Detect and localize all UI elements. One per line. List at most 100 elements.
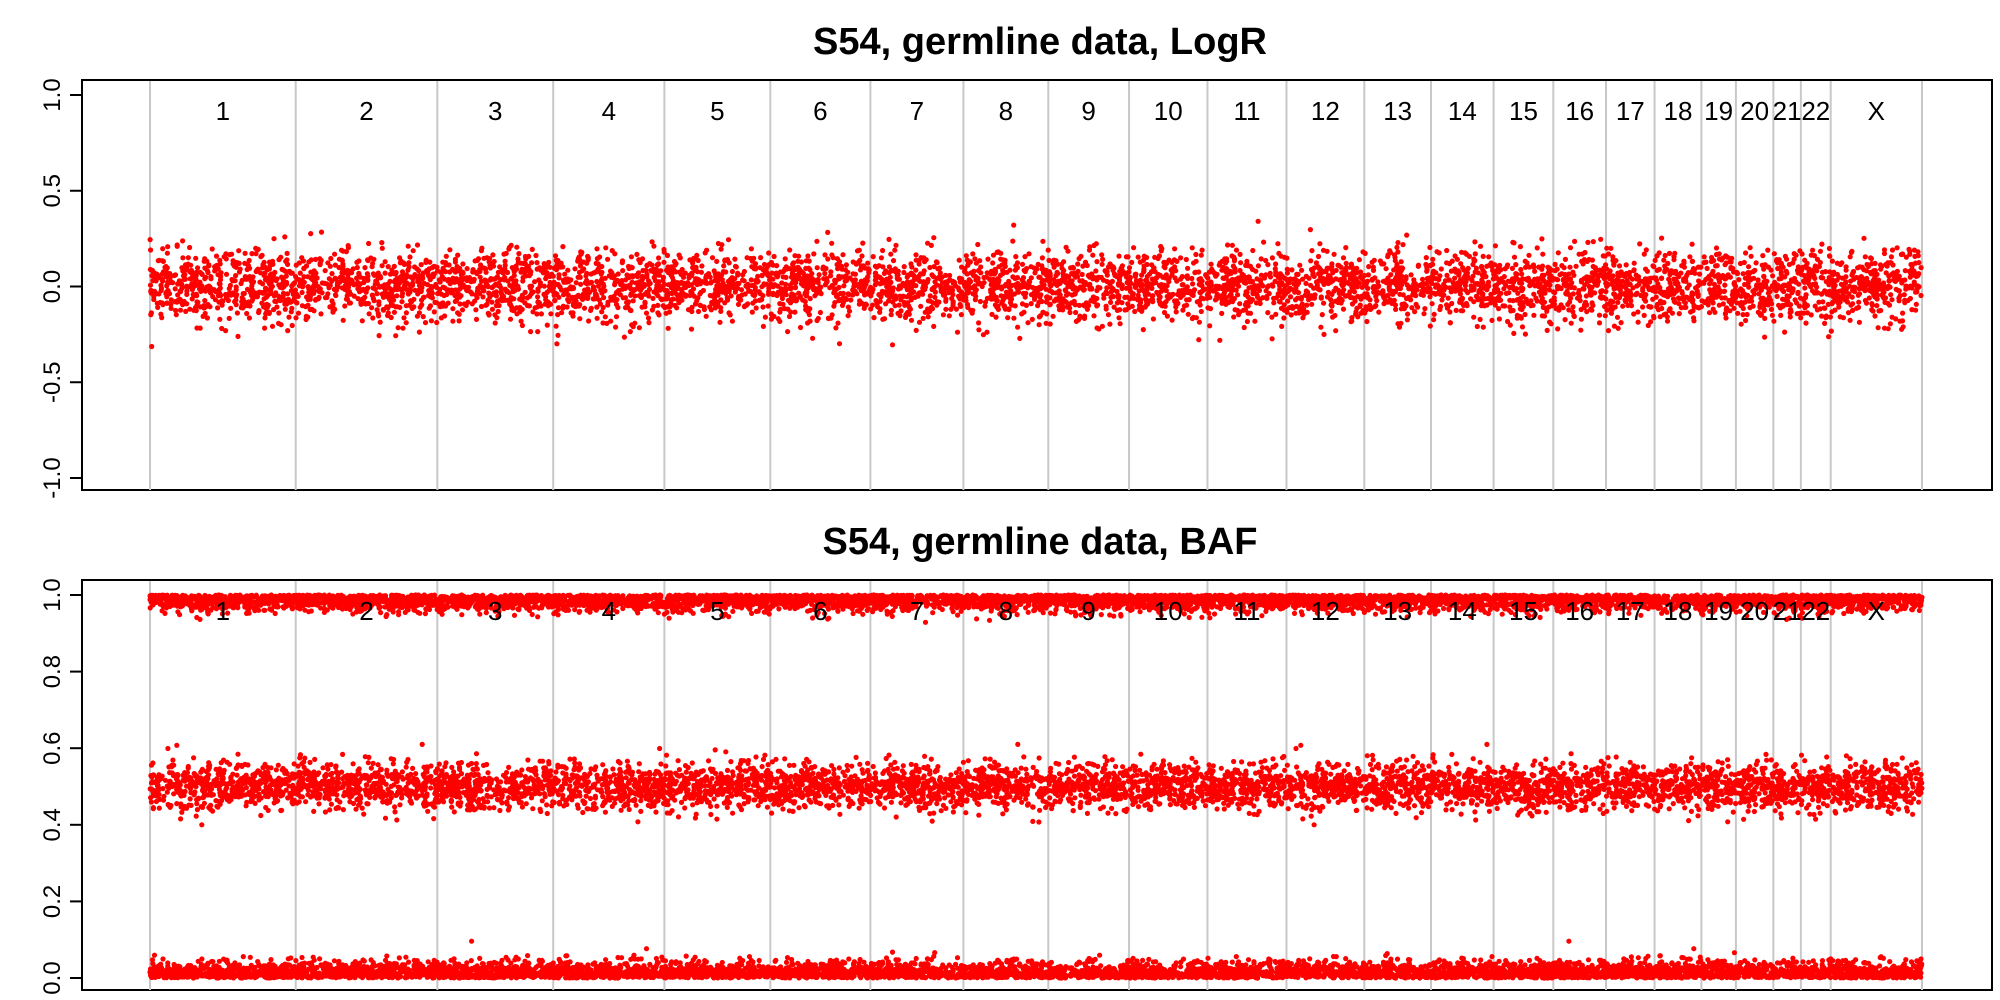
- logr-data-point: [405, 281, 411, 287]
- logr-data-point: [1179, 288, 1185, 294]
- logr-data-point: [1640, 304, 1646, 310]
- logr-data-point: [1336, 277, 1342, 283]
- logr-data-point: [322, 268, 328, 274]
- logr-data-point: [757, 291, 763, 297]
- logr-data-point: [1431, 311, 1437, 317]
- logr-data-point: [249, 293, 255, 299]
- logr-data-point: [442, 313, 448, 319]
- logr-data-point: [894, 275, 900, 281]
- logr-data-point: [196, 286, 203, 292]
- logr-data-point: [588, 305, 594, 311]
- logr-data-point: [1277, 283, 1283, 289]
- logr-data-point: [996, 264, 1002, 270]
- logr-data-point: [1444, 247, 1450, 254]
- logr-data-point: [1019, 261, 1026, 267]
- logr-data-point: [1156, 299, 1162, 305]
- logr-data-point: [366, 240, 372, 247]
- logr-data-point: [1333, 328, 1339, 334]
- logr-data-point: [1650, 263, 1656, 269]
- logr-data-point: [1067, 281, 1073, 287]
- logr-data-point: [878, 294, 884, 300]
- logr-data-point: [391, 279, 397, 285]
- logr-data-point: [1544, 327, 1550, 333]
- logr-data-point: [717, 319, 723, 325]
- logr-data-point: [537, 265, 543, 271]
- logr-data-point: [955, 293, 962, 299]
- logr-data-point: [742, 303, 748, 309]
- logr-data-point: [293, 299, 299, 306]
- logr-data-point: [1158, 282, 1164, 288]
- logr-data-point: [797, 270, 803, 276]
- logr-data-point: [1083, 300, 1089, 306]
- logr-data-point: [360, 286, 366, 292]
- logr-data-point: [1240, 307, 1246, 313]
- logr-data-point: [733, 264, 739, 270]
- logr-data-point: [1265, 283, 1272, 289]
- logr-data-point: [855, 259, 861, 266]
- logr-data-point: [1656, 266, 1662, 272]
- logr-data-point: [1519, 280, 1525, 286]
- logr-data-point: [1540, 300, 1546, 306]
- logr-data-point: [1258, 256, 1264, 262]
- logr-data-point: [1671, 270, 1677, 276]
- logr-data-point: [859, 253, 865, 259]
- logr-data-point: [306, 259, 312, 265]
- logr-data-point: [1321, 300, 1327, 306]
- logr-data-point: [735, 301, 742, 307]
- logr-data-point: [229, 276, 235, 283]
- logr-data-point: [498, 285, 504, 291]
- logr-data-point: [994, 249, 1000, 255]
- logr-data-point: [204, 268, 210, 274]
- logr-data-point: [1047, 295, 1053, 301]
- logr-data-point: [1544, 308, 1550, 314]
- logr-data-point: [1427, 323, 1433, 329]
- logr-data-point: [1596, 320, 1603, 326]
- logr-data-point: [1199, 288, 1205, 294]
- logr-data-point: [886, 281, 893, 287]
- logr-data-point: [595, 266, 601, 272]
- logr-data-point: [1409, 305, 1415, 311]
- logr-data-point: [1379, 291, 1386, 297]
- logr-data-point: [418, 262, 424, 268]
- logr-data-point: [564, 304, 570, 310]
- logr-data-point: [958, 312, 965, 318]
- logr-data-point: [1554, 283, 1560, 289]
- logr-data-point: [594, 304, 600, 310]
- logr-data-point: [752, 298, 759, 304]
- logr-data-point: [699, 263, 705, 269]
- logr-data-point: [928, 242, 934, 248]
- logr-data-point: [332, 275, 338, 281]
- logr-data-point: [1697, 271, 1703, 277]
- logr-data-point: [1105, 312, 1111, 318]
- logr-data-point: [955, 285, 961, 291]
- logr-data-point: [288, 309, 294, 315]
- logr-data-point: [1481, 303, 1488, 309]
- logr-data-point: [805, 320, 811, 326]
- logr-data-point: [645, 278, 652, 284]
- logr-data-point: [200, 313, 206, 319]
- logr-data-point: [194, 325, 200, 331]
- logr-data-point: [550, 273, 556, 279]
- logr-data-point: [990, 283, 997, 289]
- logr-data-point: [953, 306, 960, 312]
- logr-data-point: [1040, 238, 1046, 244]
- logr-data-point: [1275, 241, 1281, 247]
- logr-data-point: [840, 252, 846, 258]
- logr-data-point: [1578, 316, 1584, 322]
- logr-data-point: [249, 251, 255, 257]
- logr-data-point: [217, 285, 223, 291]
- logr-data-point: [289, 322, 295, 329]
- logr-data-point: [1184, 302, 1190, 308]
- logr-data-point: [1131, 245, 1137, 251]
- logr-data-point: [543, 294, 549, 300]
- logr-data-point: [1237, 301, 1243, 307]
- logr-data-point: [534, 260, 540, 266]
- logr-data-point: [1584, 278, 1591, 285]
- logr-data-point: [268, 286, 274, 292]
- logr-data-point: [450, 266, 456, 272]
- logr-data-point: [1552, 261, 1558, 267]
- logr-data-point: [460, 284, 466, 290]
- logr-data-point: [202, 276, 208, 282]
- logr-data-point: [870, 254, 876, 260]
- logr-data-point: [560, 277, 567, 283]
